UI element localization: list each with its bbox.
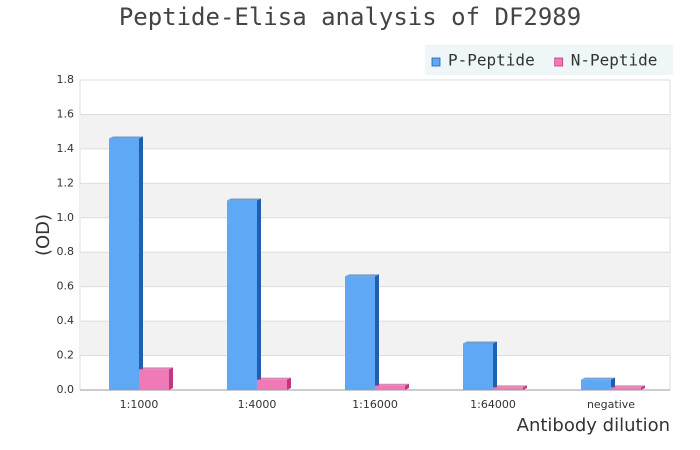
y-tick-label: 0.0 (57, 383, 75, 396)
x-tick-label: 1:64000 (470, 398, 516, 411)
bar (139, 369, 169, 390)
bar-top (109, 136, 143, 139)
y-tick-label: 1.8 (57, 73, 75, 86)
bar-top (493, 385, 527, 388)
x-tick-label: 1:1000 (120, 398, 159, 411)
legend-label: P-Peptide (448, 51, 535, 70)
grid-band (80, 183, 670, 218)
bar (493, 387, 523, 390)
y-axis-label: (OD) (33, 214, 54, 256)
bar-side (169, 367, 173, 390)
y-tick-label: 1.4 (57, 142, 75, 155)
bar-side (641, 385, 645, 390)
y-tick-label: 0.4 (57, 314, 75, 327)
bar-top (257, 377, 291, 380)
legend-label: N-Peptide (571, 51, 658, 70)
bar (257, 379, 287, 390)
bar (345, 276, 375, 390)
bar-side (493, 341, 497, 390)
legend-box (425, 45, 673, 75)
bar (375, 385, 405, 390)
y-tick-label: 0.6 (57, 280, 75, 293)
bar-top (227, 198, 261, 201)
bar-side (287, 377, 291, 390)
bar-top (345, 274, 379, 277)
grid-band (80, 114, 670, 149)
y-tick-label: 1.0 (57, 211, 75, 224)
bar (581, 379, 611, 390)
bar (611, 387, 641, 390)
y-tick-label: 0.8 (57, 245, 75, 258)
bar-top (581, 377, 615, 380)
bar (463, 343, 493, 390)
legend-marker (554, 57, 564, 67)
x-axis-label: Antibody dilution (517, 415, 670, 436)
bar-side (257, 198, 261, 390)
y-tick-label: 1.6 (57, 107, 75, 120)
x-tick-label: 1:16000 (352, 398, 398, 411)
x-tick-label: negative (587, 398, 635, 411)
chart-title: Peptide-Elisa analysis of DF2989 (119, 3, 581, 31)
bar-top (375, 383, 409, 386)
x-tick-label: 1:4000 (238, 398, 277, 411)
bar (227, 200, 257, 390)
y-tick-label: 0.2 (57, 349, 75, 362)
legend-marker (431, 57, 441, 67)
bar-side (523, 385, 527, 390)
y-tick-label: 1.2 (57, 176, 75, 189)
bar-top (611, 385, 645, 388)
bar-top (463, 341, 497, 344)
bar (109, 138, 139, 390)
bar-top (139, 367, 173, 370)
bar-side (139, 136, 143, 390)
bar-side (375, 274, 379, 390)
bar-side (405, 383, 409, 390)
